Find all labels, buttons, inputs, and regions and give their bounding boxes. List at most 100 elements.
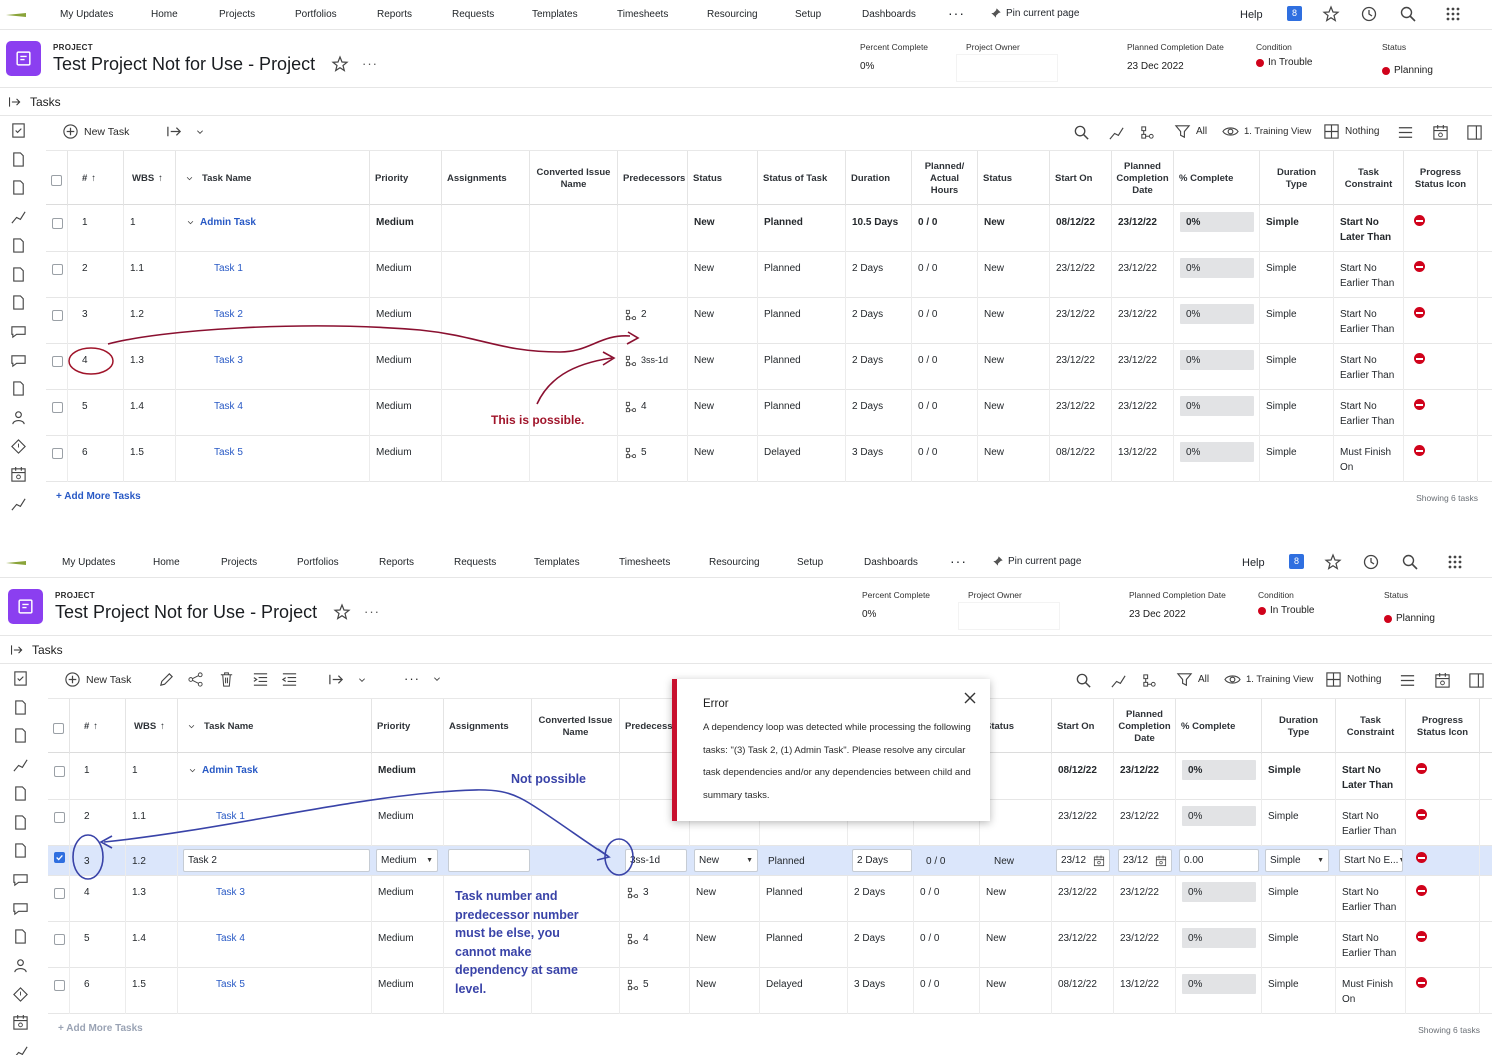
recent-history-icon[interactable] [1362, 553, 1380, 571]
nav-item-resourcing[interactable]: Resourcing [707, 9, 758, 20]
nav-item-projects[interactable]: Projects [219, 9, 256, 20]
priority-value[interactable]: Medium [378, 811, 414, 822]
row-checkbox-checked[interactable] [54, 852, 65, 863]
column-header-planned[interactable]: Planned Completion Date [1114, 699, 1176, 754]
planned-completion-value[interactable]: 23/12/22 [1118, 355, 1157, 366]
row-checkbox[interactable] [52, 402, 63, 413]
status-value[interactable]: New [694, 309, 715, 320]
recent-history-icon[interactable] [1360, 5, 1378, 23]
task-name-link[interactable]: Task 5 [216, 979, 245, 990]
start-on-value[interactable]: 08/12/22 [1058, 765, 1097, 776]
approvals-rail-icon[interactable] [12, 900, 29, 917]
status-value[interactable]: New [694, 401, 715, 412]
column-header-dtype[interactable]: Duration Type [1260, 151, 1334, 206]
column-header-status[interactable]: Status [688, 151, 758, 206]
nav-item-reports[interactable]: Reports [379, 557, 415, 568]
details-rail-icon[interactable] [10, 237, 27, 254]
start-on-value[interactable]: 23/12/22 [1056, 355, 1095, 366]
favorites-star-icon[interactable] [1322, 5, 1340, 23]
add-more-tasks-link[interactable]: + Add More Tasks [58, 1023, 143, 1034]
search-icon[interactable] [1399, 5, 1417, 23]
status-value[interactable]: Planning [1384, 613, 1435, 624]
priority-value[interactable]: Medium [376, 355, 412, 366]
column-header-start[interactable]: Start On [1050, 151, 1112, 206]
app-launcher-grid-icon[interactable] [1446, 553, 1464, 571]
task-name-input[interactable]: Task 2 [183, 849, 370, 872]
workfront-logo-icon[interactable] [6, 558, 26, 565]
percent-complete-field[interactable]: 0% [1180, 258, 1254, 278]
duration-type-value[interactable]: Simple [1266, 355, 1297, 366]
workfront-logo-icon[interactable] [6, 10, 26, 17]
column-header-hours[interactable]: Planned/ Actual Hours [912, 151, 978, 206]
column-header-start[interactable]: Start On [1052, 699, 1114, 754]
column-header-wbs[interactable]: WBS ↑ [126, 699, 178, 754]
status-value[interactable]: New [694, 217, 715, 228]
updates-rail-icon[interactable] [12, 871, 29, 888]
column-header-cb[interactable] [46, 151, 68, 206]
task-name-link[interactable]: Task 1 [214, 263, 243, 274]
nav-item-my-updates[interactable]: My Updates [60, 9, 114, 20]
duration-type-value[interactable]: Simple [1266, 309, 1297, 320]
calendar-view-icon[interactable] [1434, 672, 1451, 689]
status-value[interactable]: New [694, 263, 715, 274]
table-row[interactable]: 4 1.3 Task 3 Medium 3 New Planned 2 Days 0 / 0 Ne… [48, 876, 1492, 922]
highlight-icon[interactable] [1108, 124, 1125, 141]
column-header-constraint[interactable]: Task Constraint [1336, 699, 1406, 754]
duration-type-value[interactable]: Simple [1266, 401, 1297, 412]
table-row[interactable]: 3 1.2 Task 2 Medium 2 New Planned 2 Days 0 / 0 Ne… [46, 298, 1492, 344]
planned-completion-date-value[interactable]: 23 Dec 2022 [1127, 61, 1184, 72]
status-value[interactable]: Planning [1382, 65, 1433, 76]
business-case-rail-icon[interactable] [10, 266, 27, 283]
row-checkbox[interactable] [52, 310, 63, 321]
duration-type-value[interactable]: Simple [1266, 263, 1297, 274]
duration-value[interactable]: 2 Days [852, 401, 884, 412]
side-panel-icon[interactable] [1466, 124, 1483, 141]
nav-item-projects[interactable]: Projects [221, 557, 258, 568]
planned-completion-value[interactable]: 13/12/22 [1118, 447, 1157, 458]
percent-complete-field[interactable]: 0% [1182, 760, 1256, 780]
tasks-rail-icon[interactable] [10, 122, 27, 139]
task-name-link[interactable]: Task 4 [214, 401, 243, 412]
column-header-assign[interactable]: Assignments [442, 151, 530, 206]
task-constraint-value[interactable]: Must Finish On [1342, 979, 1394, 1005]
column-header-num[interactable]: # ↑ [68, 151, 124, 206]
column-header-pred[interactable]: Predecessors [618, 151, 688, 206]
approvals-rail-icon[interactable] [10, 352, 27, 369]
planned-completion-value[interactable]: 23/12/22 [1118, 263, 1157, 274]
priority-value[interactable]: Medium [376, 447, 412, 458]
nav-item-setup[interactable]: Setup [795, 9, 822, 20]
people-rail-icon[interactable] [12, 957, 29, 974]
column-header-duration[interactable]: Duration [846, 151, 912, 206]
task-name-link[interactable]: Task 1 [216, 811, 245, 822]
task-constraint-value[interactable]: Start No Earlier Than [1340, 263, 1395, 289]
list-view-icon[interactable] [1399, 672, 1416, 689]
duration-value[interactable]: 2 Days [854, 887, 886, 898]
percent-complete-field[interactable]: 0% [1180, 442, 1254, 462]
priority-value[interactable]: Medium [378, 887, 414, 898]
objectives-rail-icon[interactable] [12, 1043, 29, 1055]
predecessors-input[interactable]: 3ss-1d [625, 849, 687, 872]
nav-item-my-updates[interactable]: My Updates [62, 557, 116, 568]
priority-value[interactable]: Medium [378, 979, 414, 990]
duration-type-value[interactable]: Simple [1268, 765, 1301, 776]
duration-value[interactable]: 2 Days [852, 355, 884, 366]
percent-complete-field[interactable]: 0% [1180, 350, 1254, 370]
column-header-assign[interactable]: Assignments [444, 699, 532, 754]
pin-current-page-button[interactable]: Pin current page [990, 7, 1079, 19]
collapse-panel-icon[interactable] [8, 95, 22, 109]
search-icon[interactable] [1401, 553, 1419, 571]
priority-value[interactable]: Medium [376, 263, 412, 274]
percent-complete-input[interactable]: 0.00 [1179, 849, 1259, 872]
task-name-link[interactable]: Task 5 [214, 447, 243, 458]
task-name-link[interactable]: Task 3 [214, 355, 243, 366]
status-value[interactable]: New [696, 933, 717, 944]
sort-ascending-icon[interactable]: ↑ [93, 720, 99, 732]
issues-rail-icon[interactable] [10, 151, 27, 168]
issues-rail-icon[interactable] [12, 699, 29, 716]
task-constraint-value[interactable]: Must Finish On [1340, 447, 1392, 473]
planned-completion-value[interactable]: 23/12/22 [1118, 401, 1157, 412]
row-checkbox[interactable] [54, 934, 65, 945]
column-header-status2[interactable]: Status [980, 699, 1052, 754]
search-tasks-icon[interactable] [1073, 124, 1090, 141]
task-constraint-value[interactable]: Start No Earlier Than [1340, 401, 1395, 427]
